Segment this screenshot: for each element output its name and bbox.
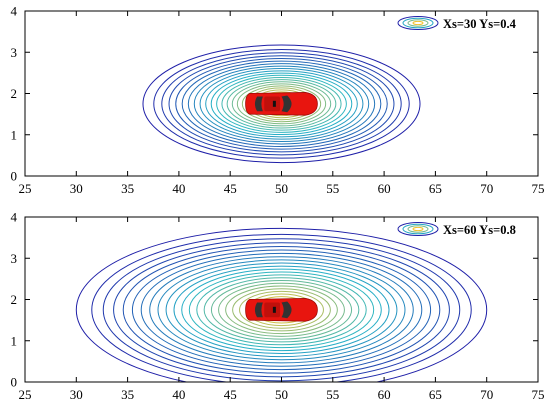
car-rear-window: [254, 96, 263, 112]
y-tick-label: 0: [11, 169, 18, 184]
x-tick-label: 75: [532, 181, 545, 196]
contour-line: [199, 67, 364, 140]
x-tick-label: 70: [480, 181, 493, 196]
contour-line: [196, 274, 367, 346]
car-roof: [264, 96, 281, 112]
x-tick-label: 35: [121, 387, 134, 402]
y-tick-label: 1: [11, 127, 18, 142]
contour-line: [225, 285, 338, 335]
contour-line: [241, 85, 322, 123]
bottom-contour-chart: 25 30 35 40 45 50 55 60 65 70 75 0 1 2 3 4 Xs=60 Ys=0.8: [11, 210, 545, 403]
x-tick-label: 40: [172, 387, 185, 402]
x-tick-label: 65: [429, 387, 442, 402]
contour-line: [153, 48, 410, 159]
y-tick-label: 0: [11, 375, 18, 390]
car-roof-mark: [272, 100, 276, 107]
contour-line: [210, 72, 353, 136]
contour-line: [203, 277, 360, 343]
contour-line: [165, 262, 398, 358]
x-tick-label: 55: [326, 181, 339, 196]
contour-line: [161, 52, 402, 156]
x-tick-label: 25: [19, 181, 32, 196]
contour-line: [205, 70, 358, 138]
x-tick-label: 30: [70, 387, 83, 402]
car-roof-mark: [272, 306, 276, 313]
contour-line: [131, 249, 432, 371]
x-tick-label: 40: [172, 181, 185, 196]
legend: Xs=30 Ys=0.4: [397, 16, 517, 31]
y-tick-label: 2: [11, 86, 18, 101]
car-windshield: [281, 301, 292, 319]
contour-line: [173, 265, 390, 355]
x-tick-label: 75: [532, 387, 545, 402]
contour-line: [226, 79, 337, 129]
contour-line: [187, 63, 376, 145]
contour-line: [75, 227, 488, 382]
legend-label: Xs=60 Ys=0.8: [443, 223, 516, 237]
contour-line: [181, 268, 382, 352]
car-body: [245, 298, 318, 322]
contour-line: [239, 290, 324, 329]
y-tick-label: 4: [11, 4, 18, 19]
x-tick-label: 70: [480, 387, 493, 402]
legend-contour-icon: [397, 16, 439, 30]
y-tick-label: 4: [11, 210, 18, 225]
y-tick-label: 2: [11, 292, 18, 307]
contour-line: [188, 271, 375, 349]
contour-line: [142, 44, 421, 164]
contour-line: [122, 245, 441, 374]
contour-line: [232, 288, 331, 332]
legend-label: Xs=30 Ys=0.4: [443, 17, 517, 31]
x-tick-label: 25: [19, 387, 32, 402]
legend: Xs=60 Ys=0.8: [397, 222, 516, 237]
car-icon: [245, 298, 318, 322]
x-tick-label: 50: [275, 181, 288, 196]
x-tick-label: 60: [378, 387, 391, 402]
x-tick-label: 30: [70, 181, 83, 196]
x-tick-label: 45: [224, 387, 237, 402]
contour-line: [175, 58, 388, 150]
contour-line: [221, 76, 342, 131]
x-tick-label: 65: [429, 181, 442, 196]
contour-line: [236, 83, 327, 125]
car-rear-window: [254, 302, 263, 318]
x-tick-label: 55: [326, 387, 339, 402]
contour-line: [91, 233, 472, 382]
x-tick-label: 50: [275, 387, 288, 402]
contour-line: [181, 60, 382, 147]
car-windshield: [281, 95, 292, 113]
contour-line: [140, 252, 423, 367]
legend-contour-icon: [397, 222, 439, 236]
contour-line: [193, 65, 370, 143]
contour-line: [231, 81, 332, 127]
car-roof: [264, 302, 281, 318]
car-icon: [245, 92, 318, 116]
contour-line: [149, 256, 414, 364]
x-tick-label: 45: [224, 181, 237, 196]
y-tick-label: 3: [11, 45, 18, 60]
contour-line: [210, 280, 353, 340]
y-tick-label: 1: [11, 333, 18, 348]
contour-line: [168, 55, 395, 153]
x-tick-label: 35: [121, 181, 134, 196]
y-tick-label: 3: [11, 251, 18, 266]
top-contour-chart: 25 30 35 40 45 50 55 60 65 70 75 0 1 2 3 4 Xs=30 Ys=0.4: [11, 4, 545, 197]
car-body: [245, 92, 318, 116]
contour-line: [157, 259, 406, 361]
contour-line: [113, 242, 450, 378]
contour-line: [218, 282, 345, 337]
contour-line: [216, 74, 347, 133]
x-tick-label: 60: [378, 181, 391, 196]
